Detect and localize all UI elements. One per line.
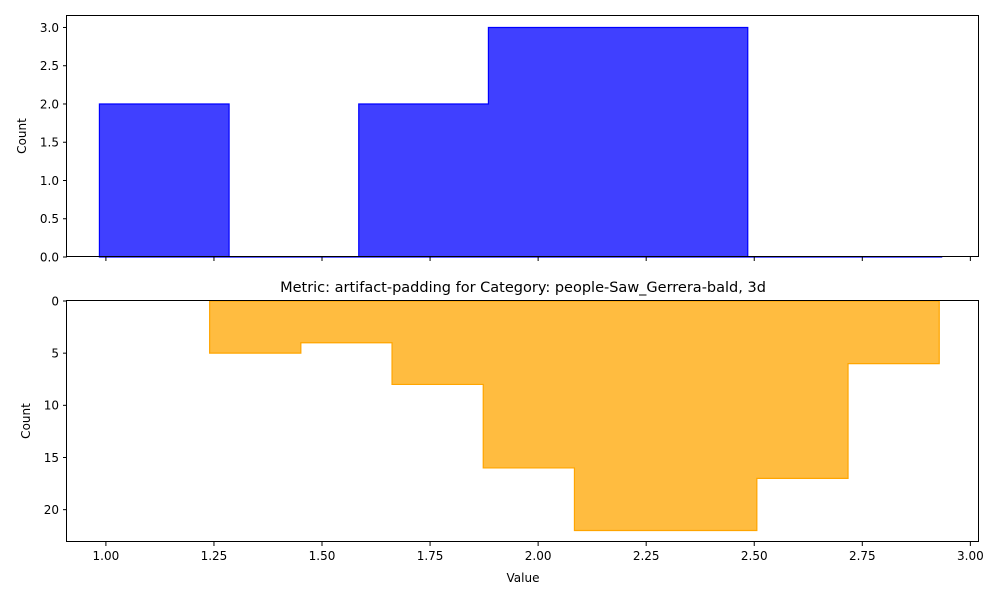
top-y-tick-label: 0.0	[40, 250, 59, 264]
bottom-chart-title: Metric: artifact-padding for Category: p…	[280, 280, 766, 296]
top-y-axis-label: Count	[15, 118, 29, 154]
bottom-histogram-steps	[209, 300, 940, 532]
bottom-y-tick-label: 10	[44, 399, 59, 413]
bottom-x-tick-label: 1.50	[309, 549, 336, 563]
bottom-x-tick-label: 1.25	[201, 549, 228, 563]
bottom-x-tick-label: 2.00	[525, 549, 552, 563]
top-y-tick-label: 2.0	[40, 97, 59, 111]
top-y-tick-label: 0.5	[40, 212, 59, 226]
bottom-axes-frame	[66, 300, 979, 542]
bottom-x-tick-label: 2.25	[633, 549, 660, 563]
bottom-x-tick-label: 2.50	[741, 549, 768, 563]
top-y-tick-label: 1.0	[40, 174, 59, 188]
bottom-x-tick-label: 3.00	[957, 549, 984, 563]
top-histogram: 0.0 0.5 1.0 1.5 2.0 2.5 3.0 Count	[15, 15, 979, 264]
bottom-y-axis-label: Count	[19, 403, 33, 439]
bottom-y-tick-label: 0	[51, 294, 59, 308]
top-y-ticks: 0.0 0.5 1.0 1.5 2.0 2.5 3.0	[40, 21, 67, 264]
bottom-x-ticks: 1.00 1.25 1.50 1.75 2.00 2.25 2.50 2.75 3.00	[93, 542, 984, 563]
top-y-tick-label: 1.5	[40, 136, 59, 150]
top-y-tick-label: 3.0	[40, 21, 59, 35]
bottom-y-tick-label: 15	[44, 451, 59, 465]
top-axes-frame	[66, 15, 979, 257]
bottom-x-tick-label: 1.75	[417, 549, 444, 563]
bottom-y-tick-label: 5	[51, 346, 59, 360]
bottom-y-tick-label: 20	[44, 503, 59, 517]
bottom-x-tick-label: 2.75	[849, 549, 876, 563]
top-y-tick-label: 2.5	[40, 59, 59, 73]
bottom-x-tick-label: 1.00	[93, 549, 120, 563]
top-x-ticks	[105, 257, 971, 261]
bottom-histogram-area	[209, 300, 940, 532]
bottom-x-axis-label: Value	[507, 571, 540, 585]
bottom-histogram: 0 5 10 15 20 1.00 1.25 1.50 1.75 2.00 2.25 2.50 2.7…	[19, 280, 984, 585]
